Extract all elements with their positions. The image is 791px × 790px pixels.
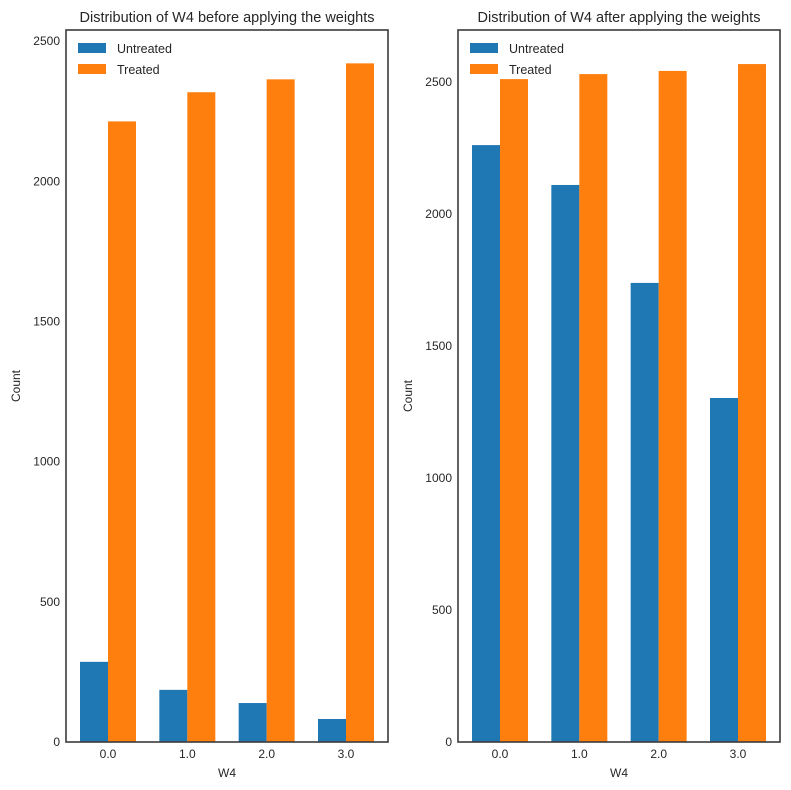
legend-label-treated: Treated (117, 63, 160, 77)
bar-treated-2.0 (658, 70, 687, 742)
y-tick-label: 500 (40, 595, 60, 609)
bar-untreated-3.0 (710, 398, 738, 742)
y-tick-label: 0 (53, 735, 60, 749)
bar-untreated-0.0 (472, 145, 500, 742)
bar-treated-0.0 (500, 79, 528, 742)
bars-group (472, 64, 766, 743)
bar-treated-2.0 (266, 79, 295, 742)
chart-title: Distribution of W4 after applying the we… (478, 10, 761, 26)
bar-untreated-2.0 (238, 703, 267, 742)
x-tick-label: 1.0 (179, 747, 196, 761)
y-tick-label: 2000 (425, 207, 452, 221)
legend-swatch-treated (78, 64, 106, 74)
bar-treated-3.0 (738, 64, 766, 743)
bar-untreated-1.0 (159, 689, 188, 742)
x-axis-label: W4 (610, 766, 628, 780)
x-tick-label: 2.0 (258, 747, 275, 761)
y-tick-label: 2500 (425, 75, 452, 89)
y-axis-label: Count (401, 379, 415, 412)
legend-label-untreated: Untreated (117, 42, 172, 56)
y-tick-label: 0 (445, 735, 452, 749)
axes-frame (457, 29, 781, 743)
legend-swatch-untreated (470, 43, 498, 53)
chart-title: Distribution of W4 before applying the w… (80, 10, 375, 26)
chart-before-weights: Distribution of W4 before applying the w… (9, 10, 389, 780)
bar-untreated-1.0 (551, 184, 580, 743)
x-tick-label: 0.0 (492, 747, 509, 761)
y-tick-label: 2500 (33, 34, 60, 48)
x-axis-label: W4 (218, 766, 236, 780)
x-tick-label: 1.0 (571, 747, 588, 761)
chart-after-weights: Distribution of W4 after applying the we… (401, 10, 781, 780)
bar-treated-0.0 (108, 121, 136, 742)
x-ticks: 0.0 1.0 2.0 3.0 (492, 747, 747, 761)
bar-untreated-2.0 (630, 282, 659, 742)
x-tick-label: 2.0 (650, 747, 667, 761)
x-tick-label: 0.0 (100, 747, 117, 761)
y-ticks: 0 500 1000 1500 2000 2500 (425, 75, 452, 749)
x-tick-label: 3.0 (338, 747, 355, 761)
y-ticks: 0 500 1000 1500 2000 2500 (33, 34, 60, 749)
x-ticks: 0.0 1.0 2.0 3.0 (100, 747, 355, 761)
legend: Untreated Treated (78, 42, 172, 77)
legend-label-untreated: Untreated (509, 42, 564, 56)
y-tick-label: 500 (432, 603, 452, 617)
bar-treated-1.0 (187, 92, 216, 742)
y-tick-label: 1500 (425, 339, 452, 353)
bar-untreated-0.0 (80, 661, 108, 742)
y-tick-label: 1500 (33, 315, 60, 329)
axes-frame (65, 29, 389, 743)
legend: Untreated Treated (470, 42, 564, 77)
x-tick-label: 3.0 (730, 747, 747, 761)
y-tick-label: 1000 (425, 471, 452, 485)
y-axis-label: Count (9, 369, 23, 402)
bar-untreated-3.0 (318, 719, 346, 742)
legend-swatch-untreated (78, 43, 106, 53)
bars-group (80, 63, 374, 742)
legend-label-treated: Treated (509, 63, 552, 77)
bar-treated-3.0 (346, 63, 374, 742)
y-tick-label: 2000 (33, 174, 60, 188)
y-tick-label: 1000 (33, 455, 60, 469)
legend-swatch-treated (470, 64, 498, 74)
bar-treated-1.0 (579, 74, 608, 742)
